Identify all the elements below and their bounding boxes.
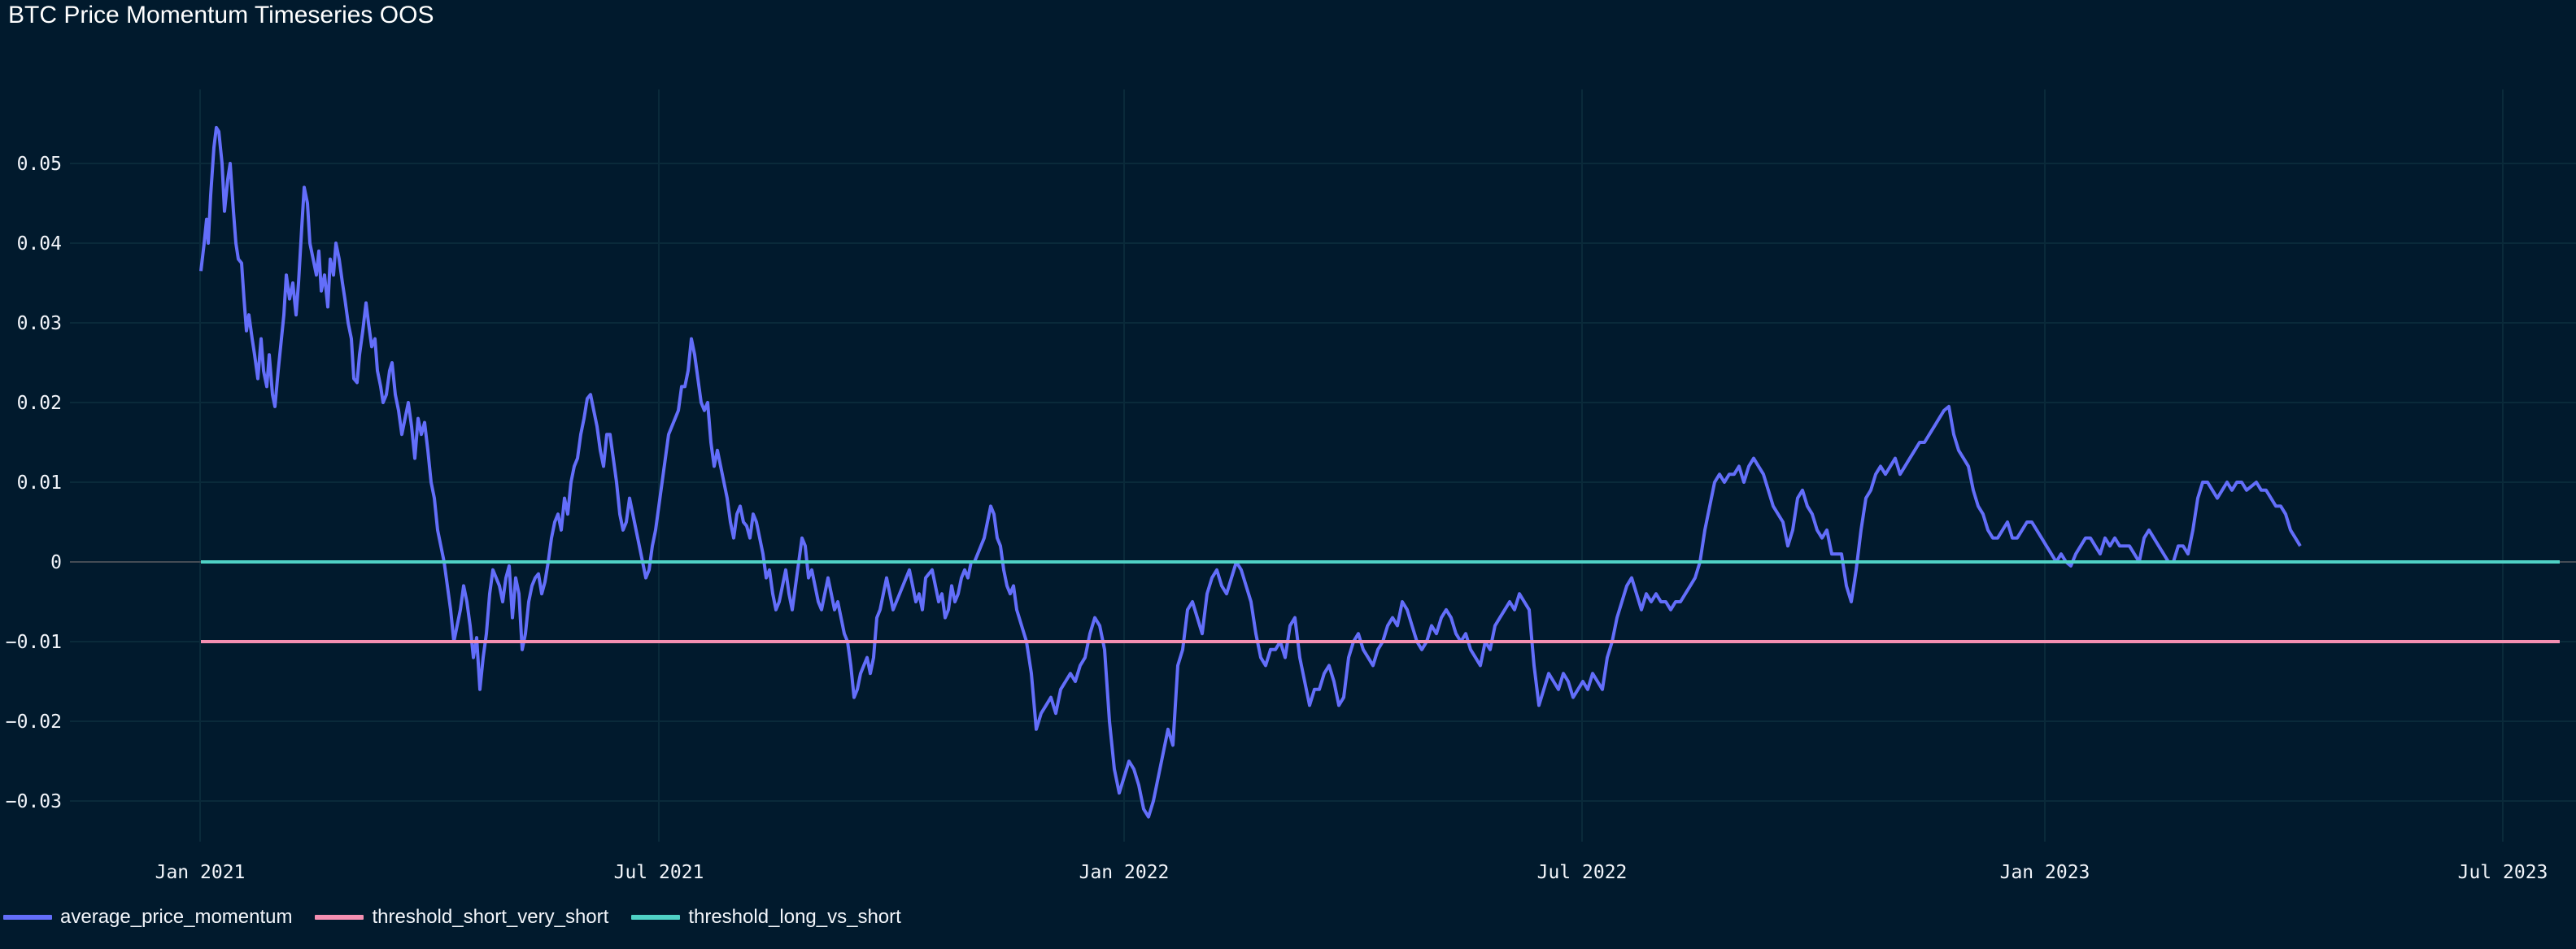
x-tick-label: Jul 2023 (2458, 862, 2548, 883)
legend-item-threshold-short-very-short[interactable]: threshold_short_very_short (315, 906, 608, 929)
legend-label: threshold_short_very_short (372, 906, 609, 928)
x-tick-label: Jan 2021 (155, 862, 246, 883)
chart-title: BTC Price Momentum Timeseries OOS (8, 2, 434, 28)
y-tick-label: 0.01 (17, 472, 62, 494)
series-lines (199, 125, 2560, 819)
legend-swatch-line-icon (3, 915, 52, 920)
y-tick-label: −0.03 (6, 791, 62, 812)
x-tick-label: Jan 2023 (2000, 862, 2090, 883)
legend-label: threshold_long_vs_short (688, 906, 901, 928)
x-axis-ticks: Jan 2021 Jul 2021 Jan 2022 Jul 2022 Jan 2023… (155, 862, 2548, 883)
legend-item-average-price-momentum[interactable]: average_price_momentum (0, 906, 292, 929)
y-axis-ticks: 0.05 0.04 0.03 0.02 0.01 0 −0.01 −0.02 −0.03 (6, 154, 62, 812)
series-line-average-price-momentum (199, 125, 2302, 819)
y-tick-label: 0.05 (17, 154, 62, 175)
x-tick-label: Jul 2022 (1537, 862, 1628, 883)
x-tick-label: Jul 2021 (614, 862, 704, 883)
y-tick-label: −0.02 (6, 712, 62, 733)
y-tick-label: −0.01 (6, 632, 62, 653)
y-tick-label: 0.02 (17, 393, 62, 414)
legend-label: average_price_momentum (60, 906, 293, 928)
legend-swatch-line-icon (631, 915, 681, 920)
y-tick-label: 0.03 (17, 313, 62, 334)
legend-item-threshold-long-vs-short[interactable]: threshold_long_vs_short (631, 906, 901, 929)
y-tick-label: 0.04 (17, 233, 62, 255)
legend: average_price_momentum threshold_short_v… (0, 901, 901, 934)
y-tick-label: 0 (50, 552, 62, 573)
x-tick-label: Jan 2022 (1079, 862, 1170, 883)
gridlines (70, 89, 2576, 842)
legend-swatch-line-icon (315, 915, 364, 920)
